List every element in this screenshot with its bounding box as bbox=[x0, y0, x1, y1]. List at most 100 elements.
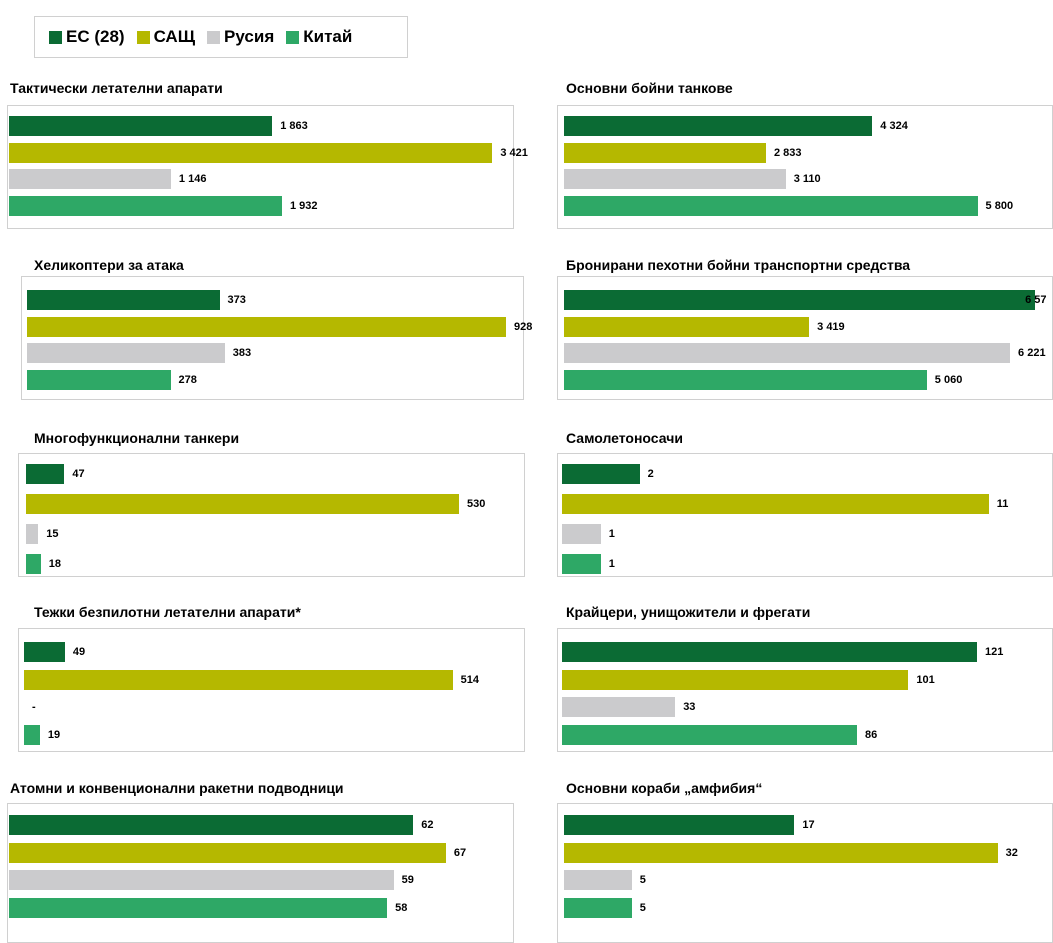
chart-panel bbox=[7, 105, 514, 229]
legend: ЕС (28) САЩ Русия Китай bbox=[34, 16, 408, 58]
chart-title: Основни бойни танкове bbox=[566, 80, 733, 96]
legend-item-usa: САЩ bbox=[136, 27, 196, 47]
bar-eu bbox=[562, 464, 640, 484]
bar-eu bbox=[9, 116, 273, 136]
bar-value-label: 33 bbox=[683, 701, 696, 713]
bar-china bbox=[564, 897, 632, 918]
bar-usa bbox=[9, 842, 446, 863]
bar-china bbox=[562, 724, 857, 745]
bar-value-label: 18 bbox=[48, 558, 61, 570]
bar-eu bbox=[564, 815, 795, 835]
bar-usa bbox=[564, 842, 998, 863]
bar-value-label: 3 110 bbox=[793, 173, 821, 185]
bar-value-label: 928 bbox=[514, 320, 533, 333]
bar-usa bbox=[9, 142, 493, 163]
bar-russia bbox=[562, 524, 601, 544]
bar-value-label: 1 932 bbox=[289, 199, 318, 212]
chart-title: Основни кораби „амфибия“ bbox=[566, 780, 763, 796]
legend-swatch-russia bbox=[207, 30, 221, 44]
bar-value-label: 121 bbox=[985, 646, 1004, 658]
bar-russia bbox=[562, 697, 676, 717]
bar-russia bbox=[564, 870, 632, 890]
bar-value-label: 3 419 bbox=[817, 320, 845, 333]
bar-china bbox=[564, 195, 978, 216]
chart-title: Атомни и конвенционални ракетни подводни… bbox=[10, 780, 344, 796]
bar-value-label: 5 bbox=[639, 874, 646, 886]
bar-value-label: 1 bbox=[608, 528, 615, 540]
bar-value-label: 62 bbox=[421, 819, 434, 831]
legend-swatch-eu bbox=[49, 30, 62, 44]
bar-value-label: 373 bbox=[227, 294, 246, 306]
bar-value-label: 58 bbox=[395, 901, 408, 914]
bar-eu bbox=[562, 642, 978, 662]
chart-title: Хеликоптери за атака bbox=[34, 257, 184, 273]
legend-label-russia: Русия bbox=[224, 27, 275, 46]
chart-panel bbox=[21, 276, 524, 400]
bar-value-label: 278 bbox=[178, 373, 197, 386]
bar-russia bbox=[9, 870, 394, 890]
bar-usa bbox=[562, 669, 909, 690]
chart-title: Бронирани пехотни бойни транспортни сред… bbox=[566, 257, 911, 273]
bar-usa bbox=[564, 316, 810, 337]
bar-usa bbox=[24, 669, 453, 690]
bar-eu bbox=[9, 815, 414, 835]
bar-eu bbox=[24, 642, 65, 662]
bar-value-label: 67 bbox=[453, 846, 467, 859]
chart-title: Многофункционални танкери bbox=[34, 430, 240, 446]
bar-value-label: 2 bbox=[647, 468, 654, 480]
bar-russia bbox=[564, 169, 786, 189]
bar-eu bbox=[564, 116, 873, 136]
chart-panel bbox=[18, 628, 525, 752]
chart-title: Самолетоносачи bbox=[566, 430, 683, 446]
bar-usa bbox=[564, 142, 766, 163]
bar-value-label: 514 bbox=[460, 673, 480, 686]
bar-value-label: 6 57 bbox=[1025, 294, 1047, 306]
bar-usa bbox=[27, 316, 507, 337]
bar-china bbox=[27, 369, 171, 390]
bar-value-label: 59 bbox=[401, 874, 414, 886]
chart-title: Тактически летателни апарати bbox=[10, 80, 223, 96]
bar-value-label: 4 324 bbox=[880, 120, 908, 132]
bar-china bbox=[562, 554, 601, 574]
bar-value-label: 383 bbox=[232, 347, 252, 359]
bar-value-label: 47 bbox=[72, 468, 85, 480]
bar-china bbox=[564, 369, 927, 390]
legend-item-eu: ЕС (28) bbox=[49, 27, 125, 47]
bar-value-label: 11 bbox=[996, 498, 1009, 510]
chart-panel bbox=[18, 453, 525, 577]
bar-russia bbox=[26, 524, 39, 544]
bar-eu bbox=[26, 464, 65, 484]
bar-russia bbox=[564, 343, 1011, 363]
bar-value-label: 3 421 bbox=[500, 146, 528, 159]
bar-value-label: 19 bbox=[47, 728, 61, 741]
bar-value-label: 32 bbox=[1005, 846, 1018, 859]
bar-eu bbox=[27, 290, 220, 310]
bar-china bbox=[26, 554, 41, 574]
legend-swatch-china bbox=[286, 30, 300, 44]
bar-russia bbox=[9, 169, 171, 189]
legend-label-china: Китай bbox=[303, 27, 353, 46]
bar-china bbox=[24, 724, 40, 745]
bar-value-label: 1 863 bbox=[280, 120, 308, 132]
legend-item-china: Китай bbox=[286, 27, 352, 47]
bar-value-label: - bbox=[32, 701, 36, 713]
bar-value-label: 15 bbox=[46, 528, 59, 540]
bar-value-label: 49 bbox=[72, 646, 86, 658]
bar-value-label: 5 060 bbox=[934, 373, 963, 386]
bar-value-label: 1 bbox=[608, 558, 615, 570]
bar-china bbox=[9, 195, 282, 216]
legend-item-russia: Русия bbox=[207, 27, 274, 47]
bar-value-label: 530 bbox=[466, 498, 486, 510]
legend-swatch-usa bbox=[136, 30, 150, 44]
legend-label-eu: ЕС (28) bbox=[66, 27, 125, 46]
legend-label-usa: САЩ bbox=[153, 27, 196, 46]
bar-usa bbox=[26, 494, 459, 514]
bar-eu bbox=[564, 290, 1036, 310]
bar-value-label: 86 bbox=[864, 728, 878, 741]
bar-russia bbox=[27, 343, 225, 363]
bar-china bbox=[9, 897, 388, 918]
chart-title: Тежки безпилотни летателни апарати* bbox=[34, 604, 301, 620]
bar-value-label: 17 bbox=[802, 819, 815, 831]
bar-value-label: 1 146 bbox=[178, 173, 207, 185]
bar-value-label: 5 800 bbox=[985, 199, 1014, 212]
